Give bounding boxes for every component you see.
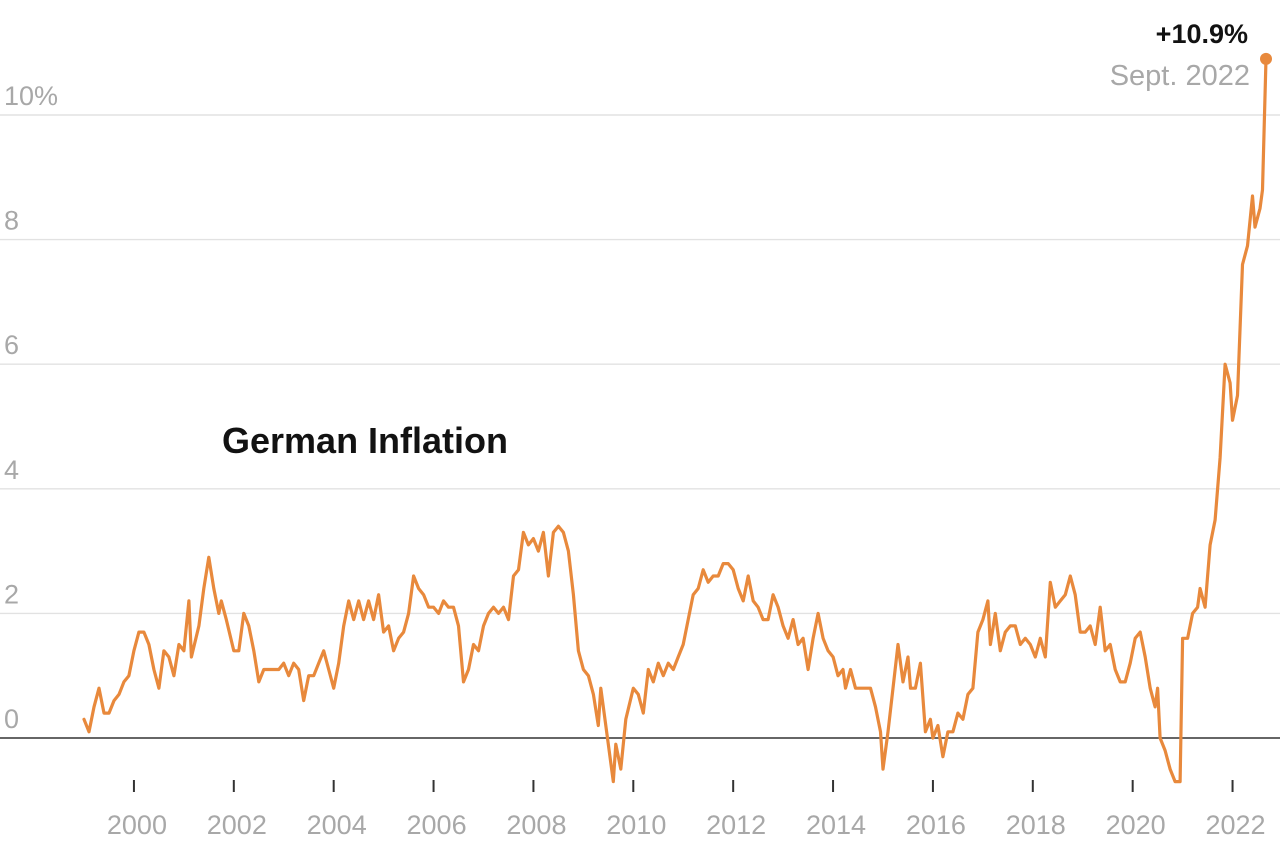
x-tick-label: 2010 [606, 810, 666, 840]
series-layer [82, 52, 1273, 784]
latest-point-marker [1260, 52, 1273, 65]
y-tick-label: 0 [4, 704, 19, 734]
x-tick-label: 2016 [906, 810, 966, 840]
latest-date-label: Sept. 2022 [1110, 60, 1250, 92]
x-tick-label: 2020 [1106, 810, 1166, 840]
y-tick-label: 2 [4, 579, 19, 609]
y-tick-label: 10% [4, 81, 58, 111]
y-tick-label: 4 [4, 455, 19, 485]
chart-title: German Inflation [222, 420, 508, 461]
x-tick-label: 2006 [407, 810, 467, 840]
x-tick-label: 2002 [207, 810, 267, 840]
inflation-line [82, 57, 1268, 784]
x-axis-ticks: 2000 2002 2004 2006 2008 2010 2012 2014 2016 2018… [107, 780, 1266, 840]
y-tick-label: 6 [4, 330, 19, 360]
gridlines [0, 114, 1280, 739]
x-tick-label: 2000 [107, 810, 167, 840]
y-tick-label: 8 [4, 206, 19, 236]
x-tick-label: 2022 [1206, 810, 1266, 840]
x-tick-label: 2008 [506, 810, 566, 840]
x-tick-label: 2004 [307, 810, 367, 840]
x-tick-label: 2012 [706, 810, 766, 840]
y-tick-labels: 0 2 4 6 8 10% [4, 81, 58, 734]
latest-value-label: +10.9% [1156, 19, 1248, 49]
x-tick-label: 2014 [806, 810, 866, 840]
x-tick-label: 2018 [1006, 810, 1066, 840]
